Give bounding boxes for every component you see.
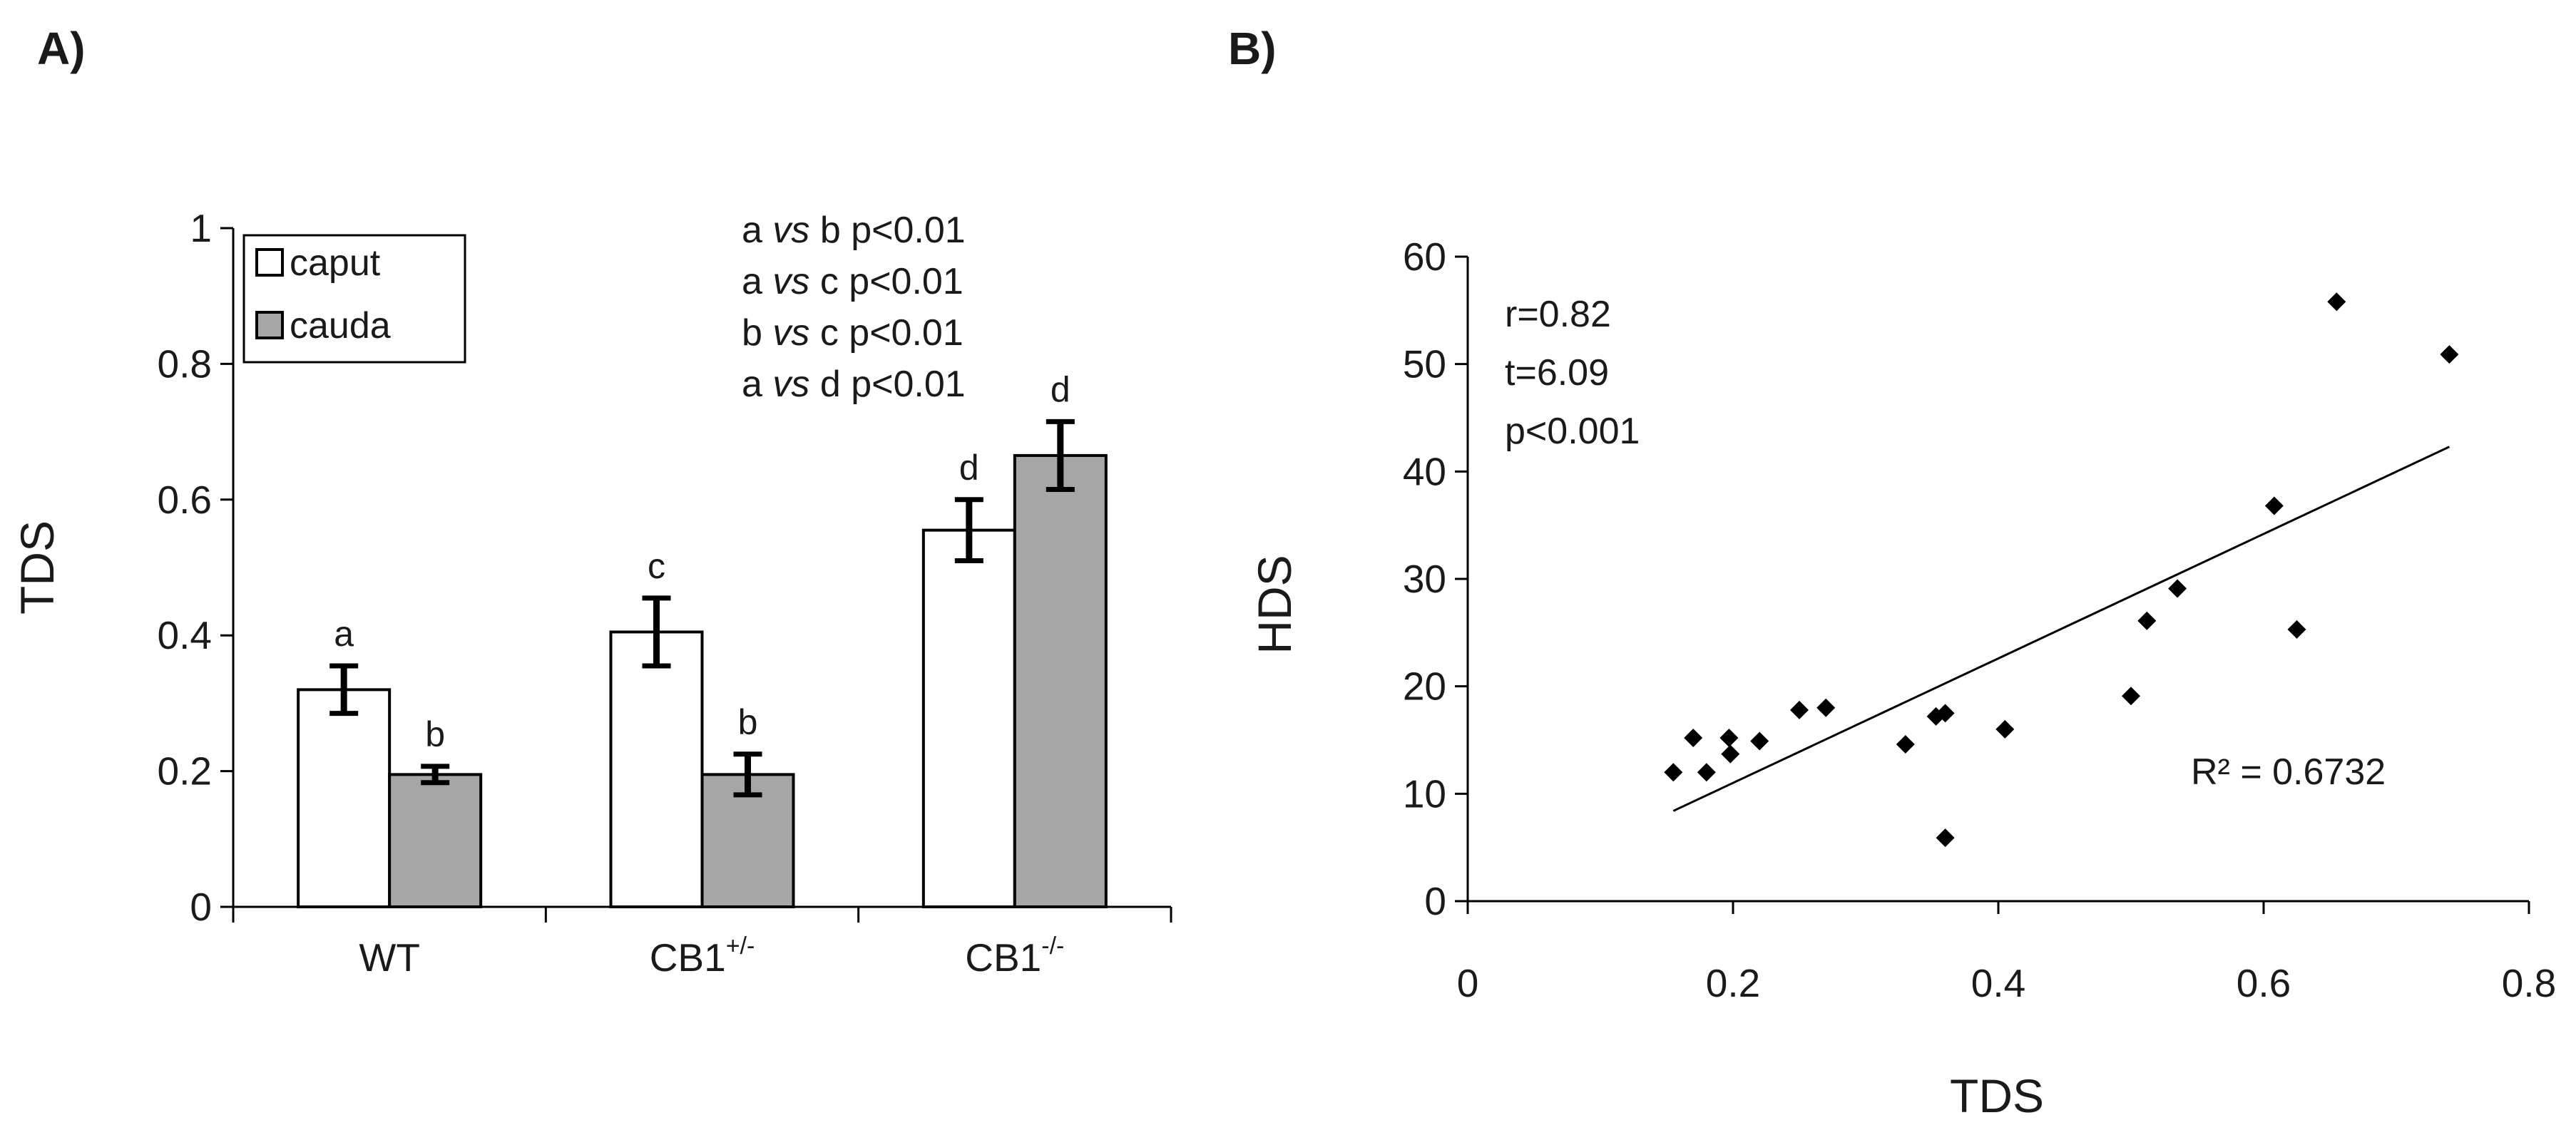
scatter-stat-p: p<0.001 [1505, 411, 1640, 452]
scatter-point [1721, 744, 1740, 764]
y-tick-label: 0 [190, 885, 212, 929]
bar-chart-legend: caput cauda [242, 234, 466, 364]
bar-chart: 0 0.2 0.4 0.6 0.8 1 a b c b d d WT CB1+/- CB1-/- TDS [11, 206, 1172, 980]
scatter-point [2287, 620, 2306, 639]
x-tick-label: 0.8 [2502, 961, 2556, 1005]
bar-cauda [388, 773, 483, 908]
scatter-point [1719, 728, 1739, 747]
scatter-point [2122, 687, 2140, 706]
bar-caput [297, 688, 392, 908]
trendline [1672, 446, 2450, 812]
bar-caput [921, 528, 1016, 908]
scatter-point [2440, 345, 2459, 364]
y-tick-label: 40 [1403, 449, 1446, 493]
scatter-point [1995, 719, 2015, 739]
category-label: CB1-/- [965, 933, 1064, 980]
bar-cauda [1013, 453, 1108, 908]
r-squared-label: R² = 0.6732 [2191, 751, 2386, 793]
scatter-point [1816, 698, 1836, 717]
scatter-y-axis-title: HDS [1248, 555, 1301, 654]
scatter-point [1750, 731, 1769, 751]
significance-letter: a [334, 614, 354, 654]
y-tick-label: 1 [190, 206, 212, 250]
scatter-point [2327, 292, 2346, 312]
significance-letter: b [738, 702, 758, 742]
y-tick-label: 0.6 [158, 478, 212, 522]
legend-swatch-cauda [255, 311, 284, 339]
scatter-point [1790, 700, 1809, 719]
scatter-stats: r=0.82 t=6.09 p<0.001 R² = 0.6732 [1505, 294, 2386, 793]
scatter-point [2168, 579, 2187, 598]
scatter-point [1697, 763, 1716, 782]
y-tick-label: 0 [1424, 879, 1446, 923]
bar-chart-stats: a vs b p<0.01 a vs c p<0.01 b vs c p<0.0… [742, 210, 966, 405]
y-tick-label: 50 [1403, 342, 1446, 386]
scatter-stat-t: t=6.09 [1505, 352, 1609, 394]
y-tick-label: 20 [1403, 664, 1446, 709]
x-tick-label: 0.6 [2237, 961, 2291, 1005]
scatter-chart: 0 10 20 30 40 50 60 0 0.2 0.4 0.6 0.8 HDS TDS [1248, 235, 2556, 1122]
scatter-point [1936, 704, 1955, 723]
legend-label-caput: caput [290, 242, 381, 284]
legend-swatch-caput [255, 248, 284, 277]
scatter-point [1664, 763, 1683, 782]
significance-letter: d [1051, 369, 1070, 409]
scatter-point [1896, 735, 1915, 754]
y-tick-label: 0.2 [158, 749, 212, 794]
x-tick-label: 0.2 [1706, 961, 1760, 1005]
y-tick-label: 0.8 [158, 341, 212, 386]
y-tick-label: 30 [1403, 557, 1446, 601]
y-tick-label: 60 [1403, 235, 1446, 279]
stat-line-4: a vs d p<0.01 [742, 364, 966, 405]
significance-letter: d [959, 448, 979, 488]
y-tick-label: 10 [1403, 771, 1446, 816]
significance-letter: b [425, 714, 445, 754]
stat-line-2: a vs c p<0.01 [742, 261, 964, 302]
x-tick-label: 0 [1457, 961, 1479, 1005]
scatter-x-axis-title: TDS [1950, 1069, 2044, 1122]
significance-letter: c [648, 546, 665, 586]
scatter-point [1684, 728, 1703, 747]
bar-chart-y-axis-title: TDS [11, 520, 63, 615]
category-label: WT [359, 935, 420, 980]
stat-line-1: a vs b p<0.01 [742, 210, 966, 251]
panel-b-label: B) [1228, 23, 1277, 74]
stat-line-3: b vs c p<0.01 [742, 312, 964, 354]
legend-label-cauda: cauda [290, 305, 391, 346]
scatter-stat-r: r=0.82 [1505, 294, 1611, 335]
scatter-point [2264, 496, 2284, 515]
panel-a-label: A) [37, 23, 86, 74]
scatter-point [2137, 611, 2157, 630]
category-label: CB1+/- [650, 933, 755, 980]
scatter-point [1936, 828, 1955, 848]
x-tick-label: 0.4 [1971, 961, 2025, 1005]
bar-caput [609, 630, 704, 908]
y-tick-label: 0.4 [158, 613, 212, 657]
